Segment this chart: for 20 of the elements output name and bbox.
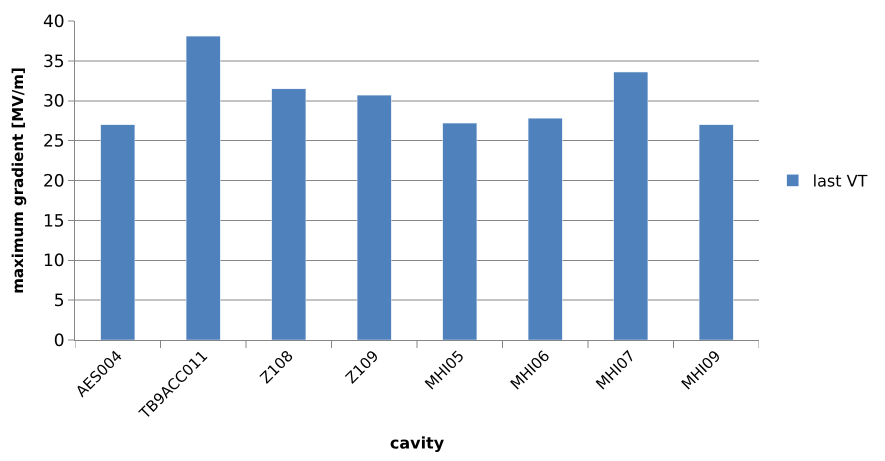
legend-label: last VT: [812, 172, 868, 191]
x-axis-title: cavity: [390, 434, 445, 453]
y-tick-label: 20: [42, 171, 65, 192]
bar: [698, 124, 734, 340]
bar: [528, 118, 563, 340]
bar: [442, 122, 478, 340]
bar: [271, 88, 306, 340]
y-tick-label: 40: [42, 12, 65, 32]
y-axis-title: maximum gradient [MV/m]: [9, 67, 28, 294]
y-tick-label: 35: [42, 52, 65, 72]
y-tick-label: 25: [42, 132, 65, 152]
y-tick-label: 5: [54, 291, 65, 312]
bar: [100, 124, 136, 340]
y-tick-label: 15: [42, 211, 65, 232]
y-tick-label: 10: [42, 251, 65, 272]
bar: [186, 36, 221, 340]
bar: [613, 72, 648, 340]
y-tick-label: 30: [42, 92, 65, 112]
y-tick-label: 0: [54, 330, 65, 351]
bar: [356, 94, 392, 340]
